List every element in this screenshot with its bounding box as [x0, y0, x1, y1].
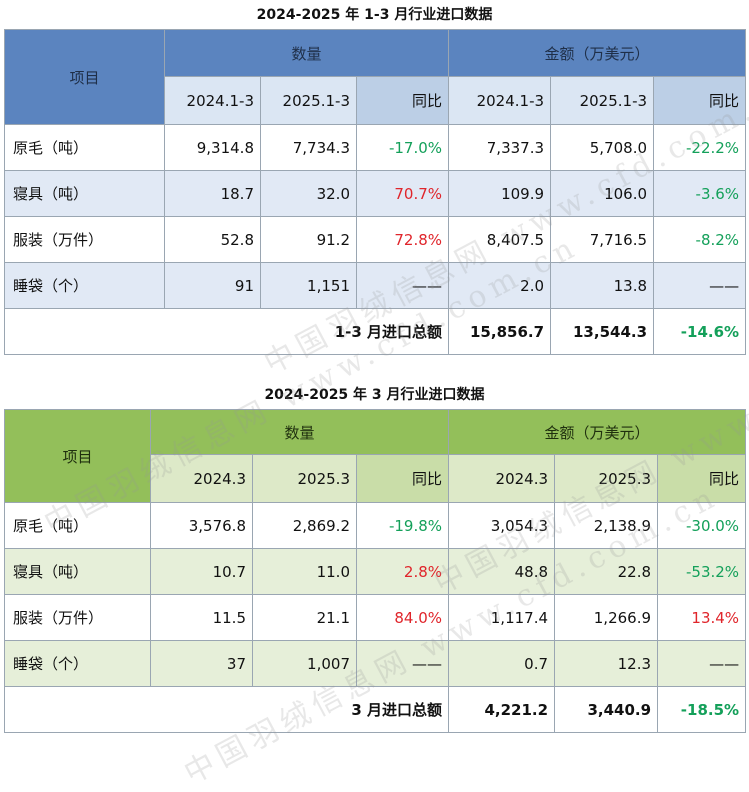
sub-header: 2024.1-3	[448, 76, 552, 125]
cell: 37	[150, 640, 253, 687]
total-row: 1-3 月进口总额 15,856.7 13,544.3 -14.6%	[3, 308, 747, 355]
sub-header: 2025.3	[252, 454, 357, 503]
table2-title: 2024-2025 年 3 月行业进口数据	[264, 387, 485, 403]
table1-title: 2024-2025 年 1-3 月行业进口数据	[256, 7, 493, 23]
cell: 2,869.2	[252, 502, 357, 549]
cell: 8,407.5	[448, 216, 552, 263]
cell: ——	[355, 262, 450, 309]
import-table-q1: 项目 数量 金额（万美元） 2024.1-3 2025.1-3 同比 2024.…	[3, 29, 747, 355]
sub-header: 2024.1-3	[164, 76, 261, 125]
cell: 1,151	[260, 262, 357, 309]
sub-header: 2025.3	[554, 454, 659, 503]
cell: ——	[657, 640, 747, 687]
cell: 13.4%	[657, 594, 747, 641]
total-cell: -18.5%	[657, 686, 747, 733]
table-row: 睡袋（个） 91 1,151 —— 2.0 13.8 ——	[4, 262, 747, 309]
cell: 91	[164, 262, 261, 309]
cell: 32.0	[260, 170, 357, 217]
row-label: 睡袋（个）	[4, 640, 151, 687]
cell: 1,117.4	[448, 594, 556, 641]
cell: 106.0	[550, 170, 655, 217]
sub-header: 同比	[657, 454, 747, 503]
cell: 22.8	[554, 548, 659, 595]
table-row: 原毛（吨） 3,576.8 2,869.2 -19.8% 3,054.3 2,1…	[4, 502, 747, 549]
cell: 18.7	[164, 170, 261, 217]
cell: -17.0%	[355, 124, 450, 171]
cell: 2.8%	[355, 548, 450, 595]
total-label: 1-3 月进口总额	[3, 308, 450, 355]
sub-header: 同比	[355, 454, 450, 503]
item-header: 项目	[4, 29, 165, 125]
cell: 2,138.9	[554, 502, 659, 549]
quantity-header: 数量	[149, 409, 450, 455]
cell: 7,734.3	[260, 124, 357, 171]
cell: 21.1	[252, 594, 357, 641]
cell: 1,007	[252, 640, 357, 687]
cell: 11.0	[252, 548, 357, 595]
cell: -53.2%	[657, 548, 747, 595]
total-label: 3 月进口总额	[3, 686, 450, 733]
cell: -3.6%	[653, 170, 747, 217]
row-label: 服装（万件）	[4, 594, 151, 641]
cell: -22.2%	[653, 124, 747, 171]
cell: 13.8	[550, 262, 655, 309]
cell: 70.7%	[355, 170, 450, 217]
row-label: 原毛（吨）	[4, 124, 165, 171]
cell: -30.0%	[657, 502, 747, 549]
quantity-header: 数量	[163, 29, 450, 77]
cell: 2.0	[448, 262, 552, 309]
cell: ——	[653, 262, 747, 309]
cell: 91.2	[260, 216, 357, 263]
sub-header: 2025.1-3	[550, 76, 655, 125]
cell: 11.5	[150, 594, 253, 641]
cell: 9,314.8	[164, 124, 261, 171]
sub-header: 2024.3	[448, 454, 556, 503]
sub-header: 同比	[653, 76, 747, 125]
table-row: 寝具（吨） 18.7 32.0 70.7% 109.9 106.0 -3.6%	[4, 170, 747, 217]
row-label: 原毛（吨）	[4, 502, 151, 549]
cell: 12.3	[554, 640, 659, 687]
cell: 109.9	[448, 170, 552, 217]
sub-header: 2025.1-3	[260, 76, 357, 125]
cell: 1,266.9	[554, 594, 659, 641]
table-row: 服装（万件） 11.5 21.1 84.0% 1,117.4 1,266.9 1…	[4, 594, 747, 641]
cell: 0.7	[448, 640, 556, 687]
total-row: 3 月进口总额 4,221.2 3,440.9 -18.5%	[3, 686, 747, 733]
table-row: 寝具（吨） 10.7 11.0 2.8% 48.8 22.8 -53.2%	[4, 548, 747, 595]
cell: 7,337.3	[448, 124, 552, 171]
table-row: 原毛（吨） 9,314.8 7,734.3 -17.0% 7,337.3 5,7…	[4, 124, 747, 171]
cell: 72.8%	[355, 216, 450, 263]
row-label: 寝具（吨）	[4, 548, 151, 595]
total-cell: 4,221.2	[448, 686, 556, 733]
cell: 48.8	[448, 548, 556, 595]
row-label: 睡袋（个）	[4, 262, 165, 309]
amount-header: 金额（万美元）	[448, 29, 747, 77]
amount-header: 金额（万美元）	[448, 409, 747, 455]
sub-header: 2024.3	[150, 454, 253, 503]
cell: 3,576.8	[150, 502, 253, 549]
row-label: 寝具（吨）	[4, 170, 165, 217]
cell: -8.2%	[653, 216, 747, 263]
cell: 3,054.3	[448, 502, 556, 549]
total-cell: -14.6%	[653, 308, 747, 355]
cell: -19.8%	[355, 502, 450, 549]
cell: 10.7	[150, 548, 253, 595]
total-cell: 13,544.3	[550, 308, 655, 355]
cell: ——	[355, 640, 450, 687]
table-row: 服装（万件） 52.8 91.2 72.8% 8,407.5 7,716.5 -…	[4, 216, 747, 263]
total-cell: 3,440.9	[554, 686, 659, 733]
item-header: 项目	[4, 409, 151, 503]
sub-header: 同比	[355, 76, 450, 125]
cell: 52.8	[164, 216, 261, 263]
cell: 84.0%	[355, 594, 450, 641]
cell: 7,716.5	[550, 216, 655, 263]
cell: 5,708.0	[550, 124, 655, 171]
import-table-march: 项目 数量 金额（万美元） 2024.3 2025.3 同比 2024.3 20…	[3, 409, 747, 733]
total-cell: 15,856.7	[448, 308, 552, 355]
table-row: 睡袋（个） 37 1,007 —— 0.7 12.3 ——	[4, 640, 747, 687]
row-label: 服装（万件）	[4, 216, 165, 263]
